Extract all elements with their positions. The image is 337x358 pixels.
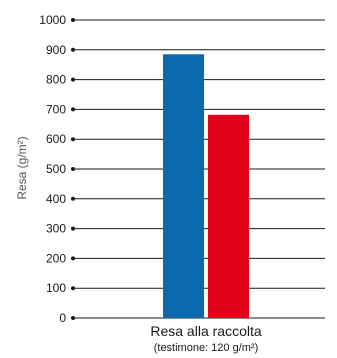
tick-marker — [71, 18, 75, 22]
tick-marker — [71, 286, 75, 291]
bar-series-2 — [208, 114, 249, 318]
y-tick-label: 700 — [46, 102, 66, 116]
y-tick-label: 200 — [46, 251, 66, 265]
category-label: Resa alla raccolta — [150, 323, 261, 339]
tick-marker — [71, 77, 75, 82]
tick-marker — [71, 226, 75, 231]
y-tick-label: 300 — [46, 222, 66, 236]
y-axis-label: Resa (g/m²) — [15, 136, 29, 199]
tick-marker — [71, 256, 75, 261]
bar-series-1 — [163, 54, 204, 319]
tick-marker — [71, 47, 75, 52]
y-tick-label: 0 — [59, 311, 66, 325]
y-axis-ticks: 0 100 200 300 400 500 600 700 800 900 1000 — [39, 13, 66, 325]
tick-marker — [71, 196, 75, 201]
bars — [163, 54, 249, 319]
y-tick-label: 800 — [46, 73, 66, 87]
y-tick-label: 400 — [46, 192, 66, 206]
y-tick-label: 1000 — [39, 13, 66, 27]
tick-marker — [71, 107, 75, 112]
tick-marker — [71, 316, 75, 320]
y-tick-label: 500 — [46, 162, 66, 176]
tick-marker — [71, 137, 75, 142]
y-tick-label: 600 — [46, 132, 66, 146]
y-tick-label: 900 — [46, 43, 66, 57]
category-note: (testimone: 120 g/m²) — [154, 342, 259, 354]
tick-marker — [71, 167, 75, 171]
y-tick-label: 100 — [46, 281, 66, 295]
